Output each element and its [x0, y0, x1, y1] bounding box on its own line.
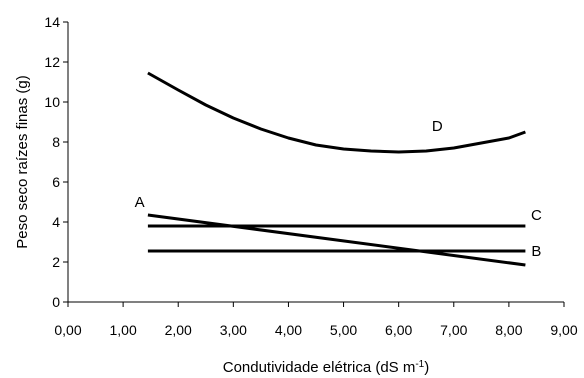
axes — [67, 22, 564, 303]
x-tick-label: 0,00 — [54, 322, 81, 338]
x-axis-title-suffix: ) — [424, 359, 429, 376]
x-tick-label: 8,00 — [495, 322, 522, 338]
x-tick-label: 9,00 — [550, 322, 577, 338]
y-tick-label: 6 — [52, 174, 60, 190]
x-axis-title: Condutividade elétrica (dS m-1) — [223, 359, 430, 377]
y-axis-title: Peso seco raízes finas (g) — [14, 75, 31, 248]
x-tick-label: 3,00 — [220, 322, 247, 338]
x-tick-label: 1,00 — [109, 322, 136, 338]
x-tick-label: 7,00 — [440, 322, 467, 338]
x-tick-label: 4,00 — [275, 322, 302, 338]
labels-layer: A B C D — [135, 118, 542, 260]
series-d-line — [147, 71, 526, 154]
y-tick-label: 14 — [44, 14, 60, 30]
y-tick-label: 0 — [52, 294, 60, 310]
y-tick-label: 2 — [52, 254, 60, 270]
ticks: 0 2 4 6 8 10 12 14 0,00 1,00 2,00 3,00 4,00 5,00 6,00 7… — [44, 14, 577, 338]
y-tick-label: 4 — [52, 214, 60, 230]
y-tick-label: 8 — [52, 134, 60, 150]
x-tick-label: 5,00 — [330, 322, 357, 338]
x-axis-title-main: Condutividade elétrica (dS m — [223, 359, 416, 376]
series-b-label: B — [531, 243, 541, 260]
series-a-line — [147, 213, 526, 267]
x-tick-label: 6,00 — [385, 322, 412, 338]
y-tick-label: 10 — [44, 94, 60, 110]
series-c-label: C — [531, 207, 542, 224]
y-tick-label: 12 — [44, 54, 60, 70]
series-a-label: A — [135, 194, 145, 211]
series-layer — [147, 71, 526, 267]
x-axis-title-sup: -1 — [415, 359, 424, 370]
x-tick-label: 2,00 — [165, 322, 192, 338]
series-d-label: D — [432, 118, 443, 135]
